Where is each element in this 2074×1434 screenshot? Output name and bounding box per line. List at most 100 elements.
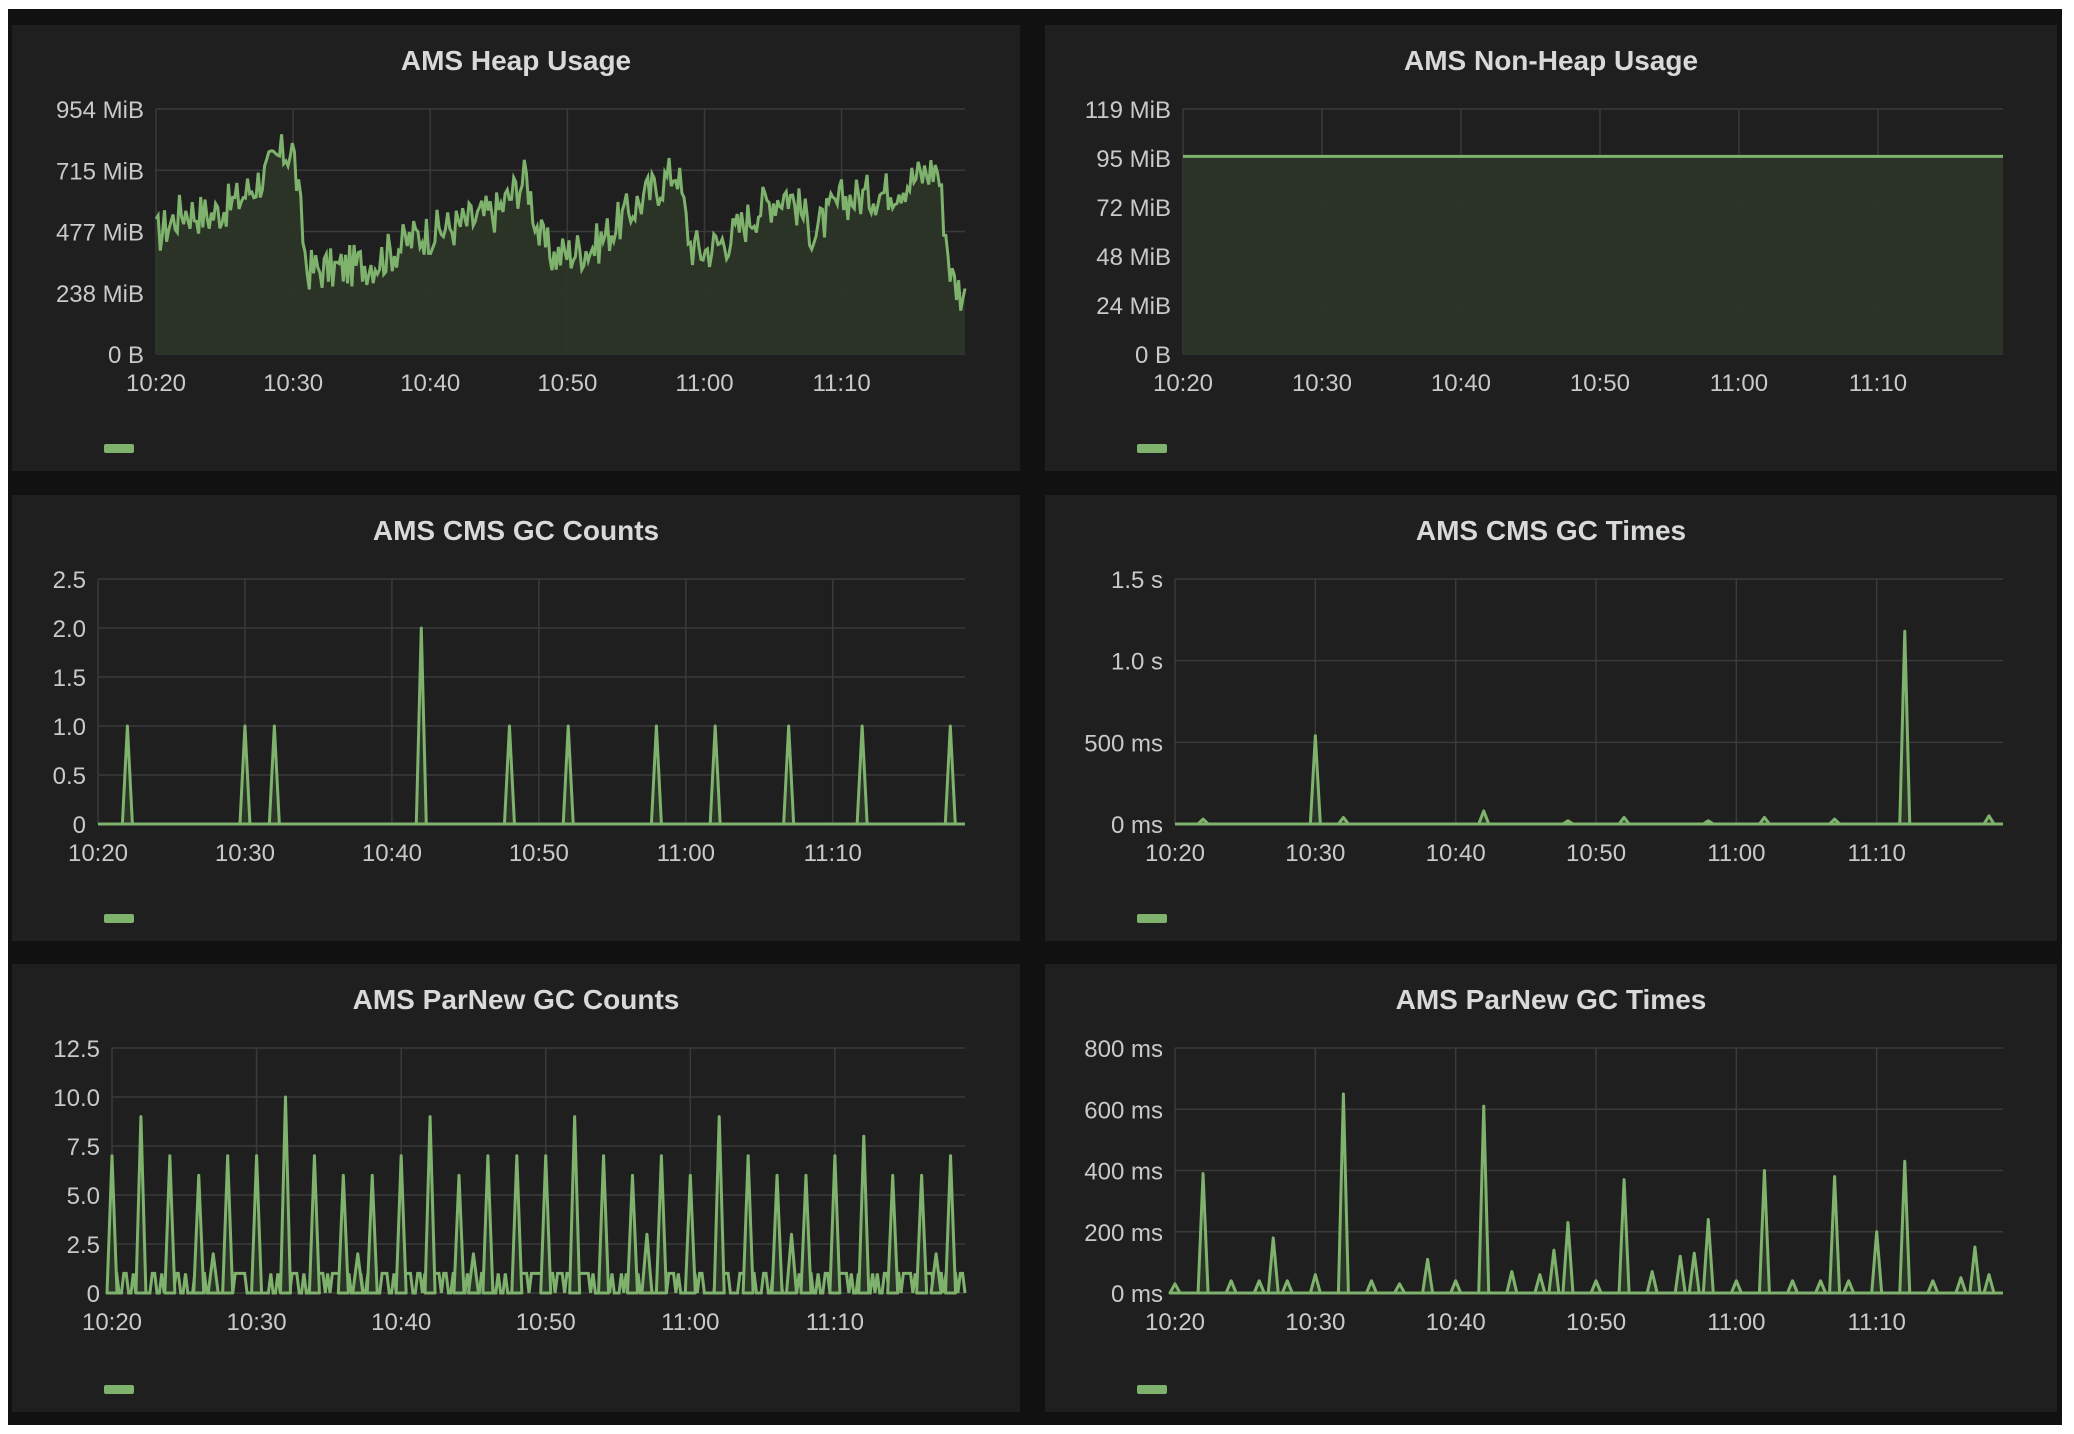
data-spike <box>278 1095 292 1295</box>
x-tick-label: 11:00 <box>1710 370 1768 397</box>
x-tick-label: 11:00 <box>1707 840 1765 867</box>
x-tick-label: 10:40 <box>1426 1309 1486 1336</box>
x-tick-label: 10:40 <box>400 370 460 397</box>
data-spike <box>307 1154 321 1295</box>
panel-cms-gc-counts: AMS CMS GC Counts 0 0.5 1.0 1.5 2.0 2.5 10:20 1… <box>12 495 1020 941</box>
y-tick-label: 238 MiB <box>56 281 144 308</box>
data-spike <box>238 724 252 826</box>
legend-swatch[interactable] <box>1137 914 1167 923</box>
data-spike <box>1336 815 1350 826</box>
y-tick-label: 2.5 <box>67 1232 100 1259</box>
data-spike <box>105 1154 119 1295</box>
data-spike <box>163 1154 177 1295</box>
y-tick-label: 5.0 <box>67 1183 100 1210</box>
data-spike <box>1280 1279 1294 1295</box>
data-spike <box>654 1154 668 1295</box>
y-tick-label: 0 B <box>1135 342 1171 369</box>
data-spike <box>1828 817 1842 826</box>
data-spike <box>1364 1279 1378 1295</box>
data-spike <box>1533 1273 1547 1295</box>
data-spike <box>1505 1270 1519 1295</box>
y-tick-label: 48 MiB <box>1096 244 1171 271</box>
y-tick-label: 2.5 <box>53 567 86 594</box>
data-spike <box>1926 1279 1940 1295</box>
data-spike <box>1393 1282 1407 1295</box>
data-spike <box>134 1115 148 1295</box>
data-spike <box>539 1154 553 1295</box>
y-tick-label: 1.0 <box>53 714 86 741</box>
legend-swatch[interactable] <box>104 1385 134 1394</box>
x-tick-label: 10:30 <box>1285 1309 1345 1336</box>
series-line <box>154 134 967 311</box>
x-tick-label: 11:00 <box>1707 1309 1765 1336</box>
data-spike <box>336 1173 350 1295</box>
y-tick-label: 95 MiB <box>1096 146 1171 173</box>
data-spike <box>1168 1282 1182 1295</box>
y-tick-label: 12.5 <box>53 1036 100 1063</box>
data-spike <box>452 1173 466 1295</box>
y-tick-label: 0 <box>87 1281 100 1308</box>
y-tick-label: 400 ms <box>1084 1159 1163 1186</box>
data-spike <box>782 724 796 826</box>
data-spike <box>855 724 869 826</box>
data-spike <box>1954 1276 1968 1295</box>
y-tick-label: 119 MiB <box>1085 97 1171 124</box>
data-spike <box>1842 1279 1856 1295</box>
data-spike <box>1982 1273 1996 1295</box>
data-spike <box>1196 1172 1210 1295</box>
chart: 0 B 238 MiB 477 MiB 715 MiB 954 MiB 10:20 10:3… <box>56 97 967 397</box>
panel-title[interactable]: AMS CMS GC Times <box>1415 515 1687 546</box>
data-spike <box>708 724 722 826</box>
x-tick-label: 10:40 <box>362 840 422 867</box>
panel-cms-gc-times: AMS CMS GC Times 0 ms 500 ms 1.0 s 1.5 s 10:… <box>1045 495 2057 941</box>
data-spike <box>250 1154 264 1295</box>
data-spike <box>712 1115 726 1295</box>
panel-title[interactable]: AMS CMS GC Counts <box>372 515 660 546</box>
data-spike <box>365 1173 379 1295</box>
data-spike <box>1968 1245 1982 1295</box>
data-spike <box>857 1134 871 1295</box>
x-tick-label: 10:40 <box>371 1309 431 1336</box>
panel-title[interactable]: AMS ParNew GC Times <box>1395 984 1707 1015</box>
series-area <box>1183 156 2003 354</box>
data-spike <box>1617 1178 1631 1295</box>
x-tick-label: 10:50 <box>516 1309 576 1336</box>
x-tick-label: 10:30 <box>215 840 275 867</box>
data-spike <box>1687 1251 1701 1295</box>
data-spike <box>1477 1104 1491 1295</box>
data-spike <box>481 1154 495 1295</box>
y-tick-label: 0 ms <box>1111 812 1163 839</box>
legend-swatch[interactable] <box>104 444 134 453</box>
x-tick-label: 11:10 <box>806 1309 864 1336</box>
data-spike <box>221 1154 235 1295</box>
panel-heap-usage: AMS Heap Usage 0 B 238 MiB 477 MiB 715 MiB 9… <box>12 25 1020 471</box>
panel-parnew-gc-times: AMS ParNew GC Times 0 ms 200 ms 400 ms 600 … <box>1045 964 2057 1412</box>
x-tick-label: 10:20 <box>68 840 128 867</box>
data-spike <box>502 724 516 826</box>
panel-parnew-gc-counts: AMS ParNew GC Counts 0 2.5 5.0 7.5 10.0 12.5 1… <box>12 964 1020 1412</box>
panel-title[interactable]: AMS ParNew GC Counts <box>352 984 680 1015</box>
data-spike <box>394 1154 408 1295</box>
data-spike <box>192 1173 206 1295</box>
x-tick-label: 10:30 <box>1292 370 1352 397</box>
legend-swatch[interactable] <box>104 914 134 923</box>
series-area <box>156 134 965 354</box>
y-tick-label: 10.0 <box>53 1085 100 1112</box>
data-spike <box>770 1173 784 1295</box>
data-spike <box>1547 1248 1561 1295</box>
data-spike <box>1224 1279 1238 1295</box>
legend-swatch[interactable] <box>1137 1385 1167 1394</box>
y-tick-label: 500 ms <box>1084 730 1163 757</box>
x-tick-label: 10:20 <box>1153 370 1213 397</box>
data-spike <box>741 1154 755 1295</box>
data-spike <box>1870 1230 1884 1295</box>
data-spike <box>1673 1254 1687 1295</box>
data-spike <box>1701 819 1715 826</box>
data-spike <box>1757 815 1771 826</box>
data-spike <box>466 1252 480 1295</box>
panel-title[interactable]: AMS Heap Usage <box>400 45 632 76</box>
y-tick-label: 800 ms <box>1084 1036 1163 1063</box>
panel-title[interactable]: AMS Non-Heap Usage <box>1403 45 1699 76</box>
legend-swatch[interactable] <box>1137 444 1167 453</box>
data-spike <box>1645 1270 1659 1295</box>
